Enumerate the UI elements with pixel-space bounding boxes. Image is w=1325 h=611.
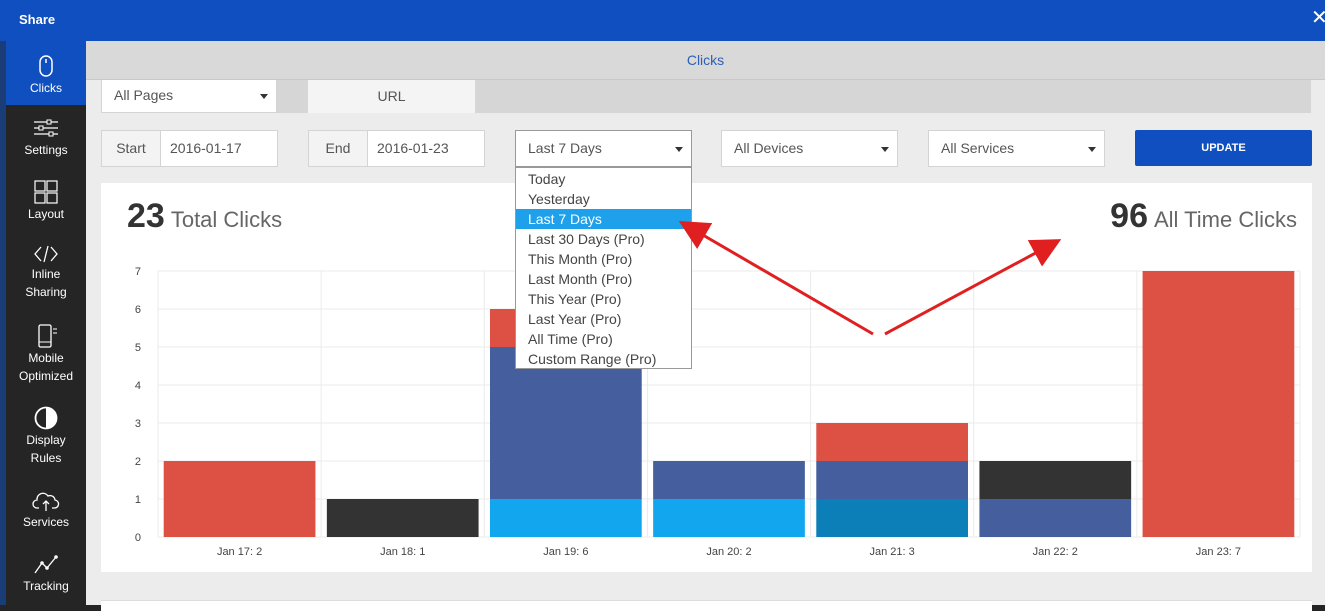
all-time-clicks-label: All Time Clicks xyxy=(1153,207,1297,232)
sidebar-item-clicks[interactable]: Clicks xyxy=(6,41,86,105)
total-clicks-stat: 23 Total Clicks xyxy=(127,197,282,236)
sidebar-item-label: Services xyxy=(22,515,69,529)
dropdown-option[interactable]: Last Year (Pro) xyxy=(528,311,622,327)
bar-segment xyxy=(489,347,642,499)
sidebar-item-label: Clicks xyxy=(30,81,62,95)
bar-segment xyxy=(979,499,1132,537)
dropdown-option[interactable]: Last 7 Days xyxy=(516,209,691,229)
x-tick-label: Jan 18: 1 xyxy=(380,546,425,558)
pages-select[interactable]: All Pages xyxy=(101,80,277,113)
y-tick-label: 5 xyxy=(135,342,141,354)
bar-segment xyxy=(816,499,969,537)
y-tick-label: 2 xyxy=(135,456,141,468)
caret-down-icon xyxy=(675,146,683,152)
y-tick-label: 0 xyxy=(135,532,141,544)
sidebar-item-settings[interactable]: Settings xyxy=(6,105,86,169)
secondary-panel xyxy=(101,600,1312,611)
tab-url[interactable]: URL xyxy=(308,80,475,113)
main-content: Clicks All Pages URL Start 2016-01-17 En… xyxy=(86,41,1325,611)
code-icon xyxy=(34,245,58,263)
title-bar: Share ✕ xyxy=(0,0,1325,41)
dropdown-option[interactable]: Last 30 Days (Pro) xyxy=(528,231,645,247)
dropdown-option[interactable]: Yesterday xyxy=(528,191,590,207)
section-title: Clicks xyxy=(86,41,1325,80)
bar-segment xyxy=(816,423,969,461)
close-icon[interactable]: ✕ xyxy=(1311,8,1325,28)
dropdown-option[interactable]: This Month (Pro) xyxy=(528,251,633,267)
sidebar-item-label: Tracking xyxy=(23,579,69,593)
caret-down-icon xyxy=(1088,146,1096,152)
clicks-bar-chart: 0 1 2 3 4 5 6 7 Jan 17: 2 Jan 18: 1 Jan 19: 6 Jan 2… xyxy=(135,266,1301,558)
bar-segment xyxy=(326,499,479,537)
x-tick-label: Jan 19: 6 xyxy=(543,546,588,558)
start-date-input[interactable]: 2016-01-17 xyxy=(160,130,278,167)
sidebar-item-tracking[interactable]: Tracking xyxy=(6,543,86,607)
trend-icon xyxy=(34,555,58,574)
cloud-upload-icon xyxy=(32,492,60,511)
sidebar-item-display-rules[interactable]: Display Rules xyxy=(6,397,86,467)
mouse-icon xyxy=(39,55,53,77)
all-time-clicks-value: 96 xyxy=(1110,197,1148,235)
x-tick-label: Jan 20: 2 xyxy=(706,546,751,558)
end-date-input[interactable]: 2016-01-23 xyxy=(367,130,485,167)
dropdown-option[interactable]: Today xyxy=(528,171,566,187)
sidebar: Clicks Settings Layout Inline Sharing Mo… xyxy=(6,41,86,605)
sliders-icon xyxy=(34,119,58,137)
y-tick-label: 6 xyxy=(135,304,141,316)
window-title: Share xyxy=(19,12,56,27)
total-clicks-value: 23 xyxy=(127,197,165,235)
date-range-select[interactable]: Last 7 Days xyxy=(515,130,692,167)
x-tick-label: Jan 17: 2 xyxy=(217,546,262,558)
services-select-value: All Services xyxy=(941,140,1015,156)
dropdown-option[interactable]: This Year (Pro) xyxy=(528,291,622,307)
sidebar-item-label: Layout xyxy=(27,207,65,221)
y-tick-label: 7 xyxy=(135,266,141,278)
x-tick-label: Jan 21: 3 xyxy=(870,546,915,558)
sidebar-item-label: Settings xyxy=(24,143,68,157)
start-label: Start xyxy=(101,130,161,167)
grid-icon xyxy=(34,180,58,204)
all-time-clicks-stat: 96 All Time Clicks xyxy=(1110,197,1297,236)
bar-segment xyxy=(653,461,805,499)
x-tick-label: Jan 22: 2 xyxy=(1033,546,1078,558)
bar-segment xyxy=(489,499,642,537)
sidebar-item-label: Inline Sharing xyxy=(25,267,67,299)
caret-down-icon xyxy=(881,146,889,152)
devices-select-value: All Devices xyxy=(734,140,804,156)
sidebar-item-label: Mobile Optimized xyxy=(18,351,74,383)
date-range-select-value: Last 7 Days xyxy=(528,140,602,156)
sidebar-item-services[interactable]: Services xyxy=(6,479,86,543)
x-tick-label: Jan 23: 7 xyxy=(1196,546,1241,558)
date-range-dropdown: Today Yesterday Last 7 Days Last 30 Days (P… xyxy=(515,167,692,369)
bar-segment xyxy=(163,461,316,537)
update-button[interactable]: UPDATE xyxy=(1135,130,1312,166)
dropdown-option[interactable]: All Time (Pro) xyxy=(528,331,613,347)
sidebar-item-label: Display Rules xyxy=(26,433,66,465)
end-label: End xyxy=(308,130,368,167)
sidebar-item-inline-sharing[interactable]: Inline Sharing xyxy=(6,233,86,303)
bar-segment xyxy=(653,499,805,537)
bar-segment xyxy=(816,461,969,499)
mobile-icon xyxy=(38,324,57,348)
services-select[interactable]: All Services xyxy=(928,130,1105,167)
pages-select-value: All Pages xyxy=(114,87,174,103)
dropdown-option[interactable]: Last Month (Pro) xyxy=(528,271,633,287)
y-tick-label: 4 xyxy=(135,380,141,392)
caret-down-icon xyxy=(260,94,268,99)
contrast-icon xyxy=(34,406,58,430)
background-strip xyxy=(0,41,6,605)
devices-select[interactable]: All Devices xyxy=(721,130,898,167)
y-tick-label: 1 xyxy=(135,494,141,506)
bar-segment xyxy=(979,461,1132,499)
sidebar-item-layout[interactable]: Layout xyxy=(6,169,86,233)
bar-segment xyxy=(1142,271,1295,537)
dropdown-option[interactable]: Custom Range (Pro) xyxy=(528,351,657,367)
sidebar-item-mobile-optimized[interactable]: Mobile Optimized xyxy=(6,315,86,385)
total-clicks-label: Total Clicks xyxy=(170,207,283,232)
y-tick-label: 3 xyxy=(135,418,141,430)
